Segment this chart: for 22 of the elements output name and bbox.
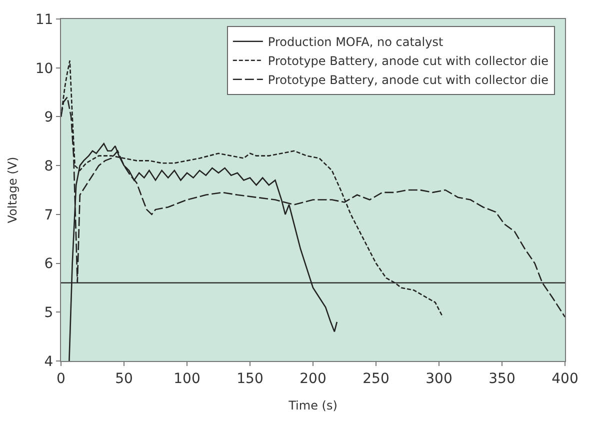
- legend-label: Prototype Battery, anode cut with collector die: [268, 54, 548, 68]
- x-tick-label: 400: [552, 370, 578, 387]
- y-tick-label: 8: [44, 158, 54, 174]
- x-tick-label: 250: [362, 370, 390, 387]
- y-tick-label: 9: [44, 110, 54, 126]
- y-tick-label: 7: [44, 207, 54, 224]
- y-tick-label: 4: [44, 354, 54, 370]
- y-tick-label: 6: [44, 256, 54, 272]
- x-tick-label: 0: [56, 370, 66, 387]
- legend-label: Production MOFA, no catalyst: [268, 35, 444, 50]
- x-tick-label: 200: [300, 370, 326, 387]
- x-tick-label: 350: [488, 370, 516, 387]
- x-tick-label: 300: [426, 370, 452, 387]
- x-tick-label: 150: [236, 370, 264, 387]
- legend-label: Prototype Battery, anode cut with collector die: [268, 73, 548, 88]
- y-axis-title: Voltage (V): [6, 156, 20, 224]
- y-tick-label: 5: [44, 305, 54, 322]
- x-tick-label: 50: [115, 370, 133, 387]
- x-axis-title: Time (s): [288, 398, 338, 413]
- y-tick-label: 10: [35, 60, 54, 77]
- y-tick-label: 11: [35, 12, 54, 28]
- x-tick-label: 100: [174, 370, 200, 387]
